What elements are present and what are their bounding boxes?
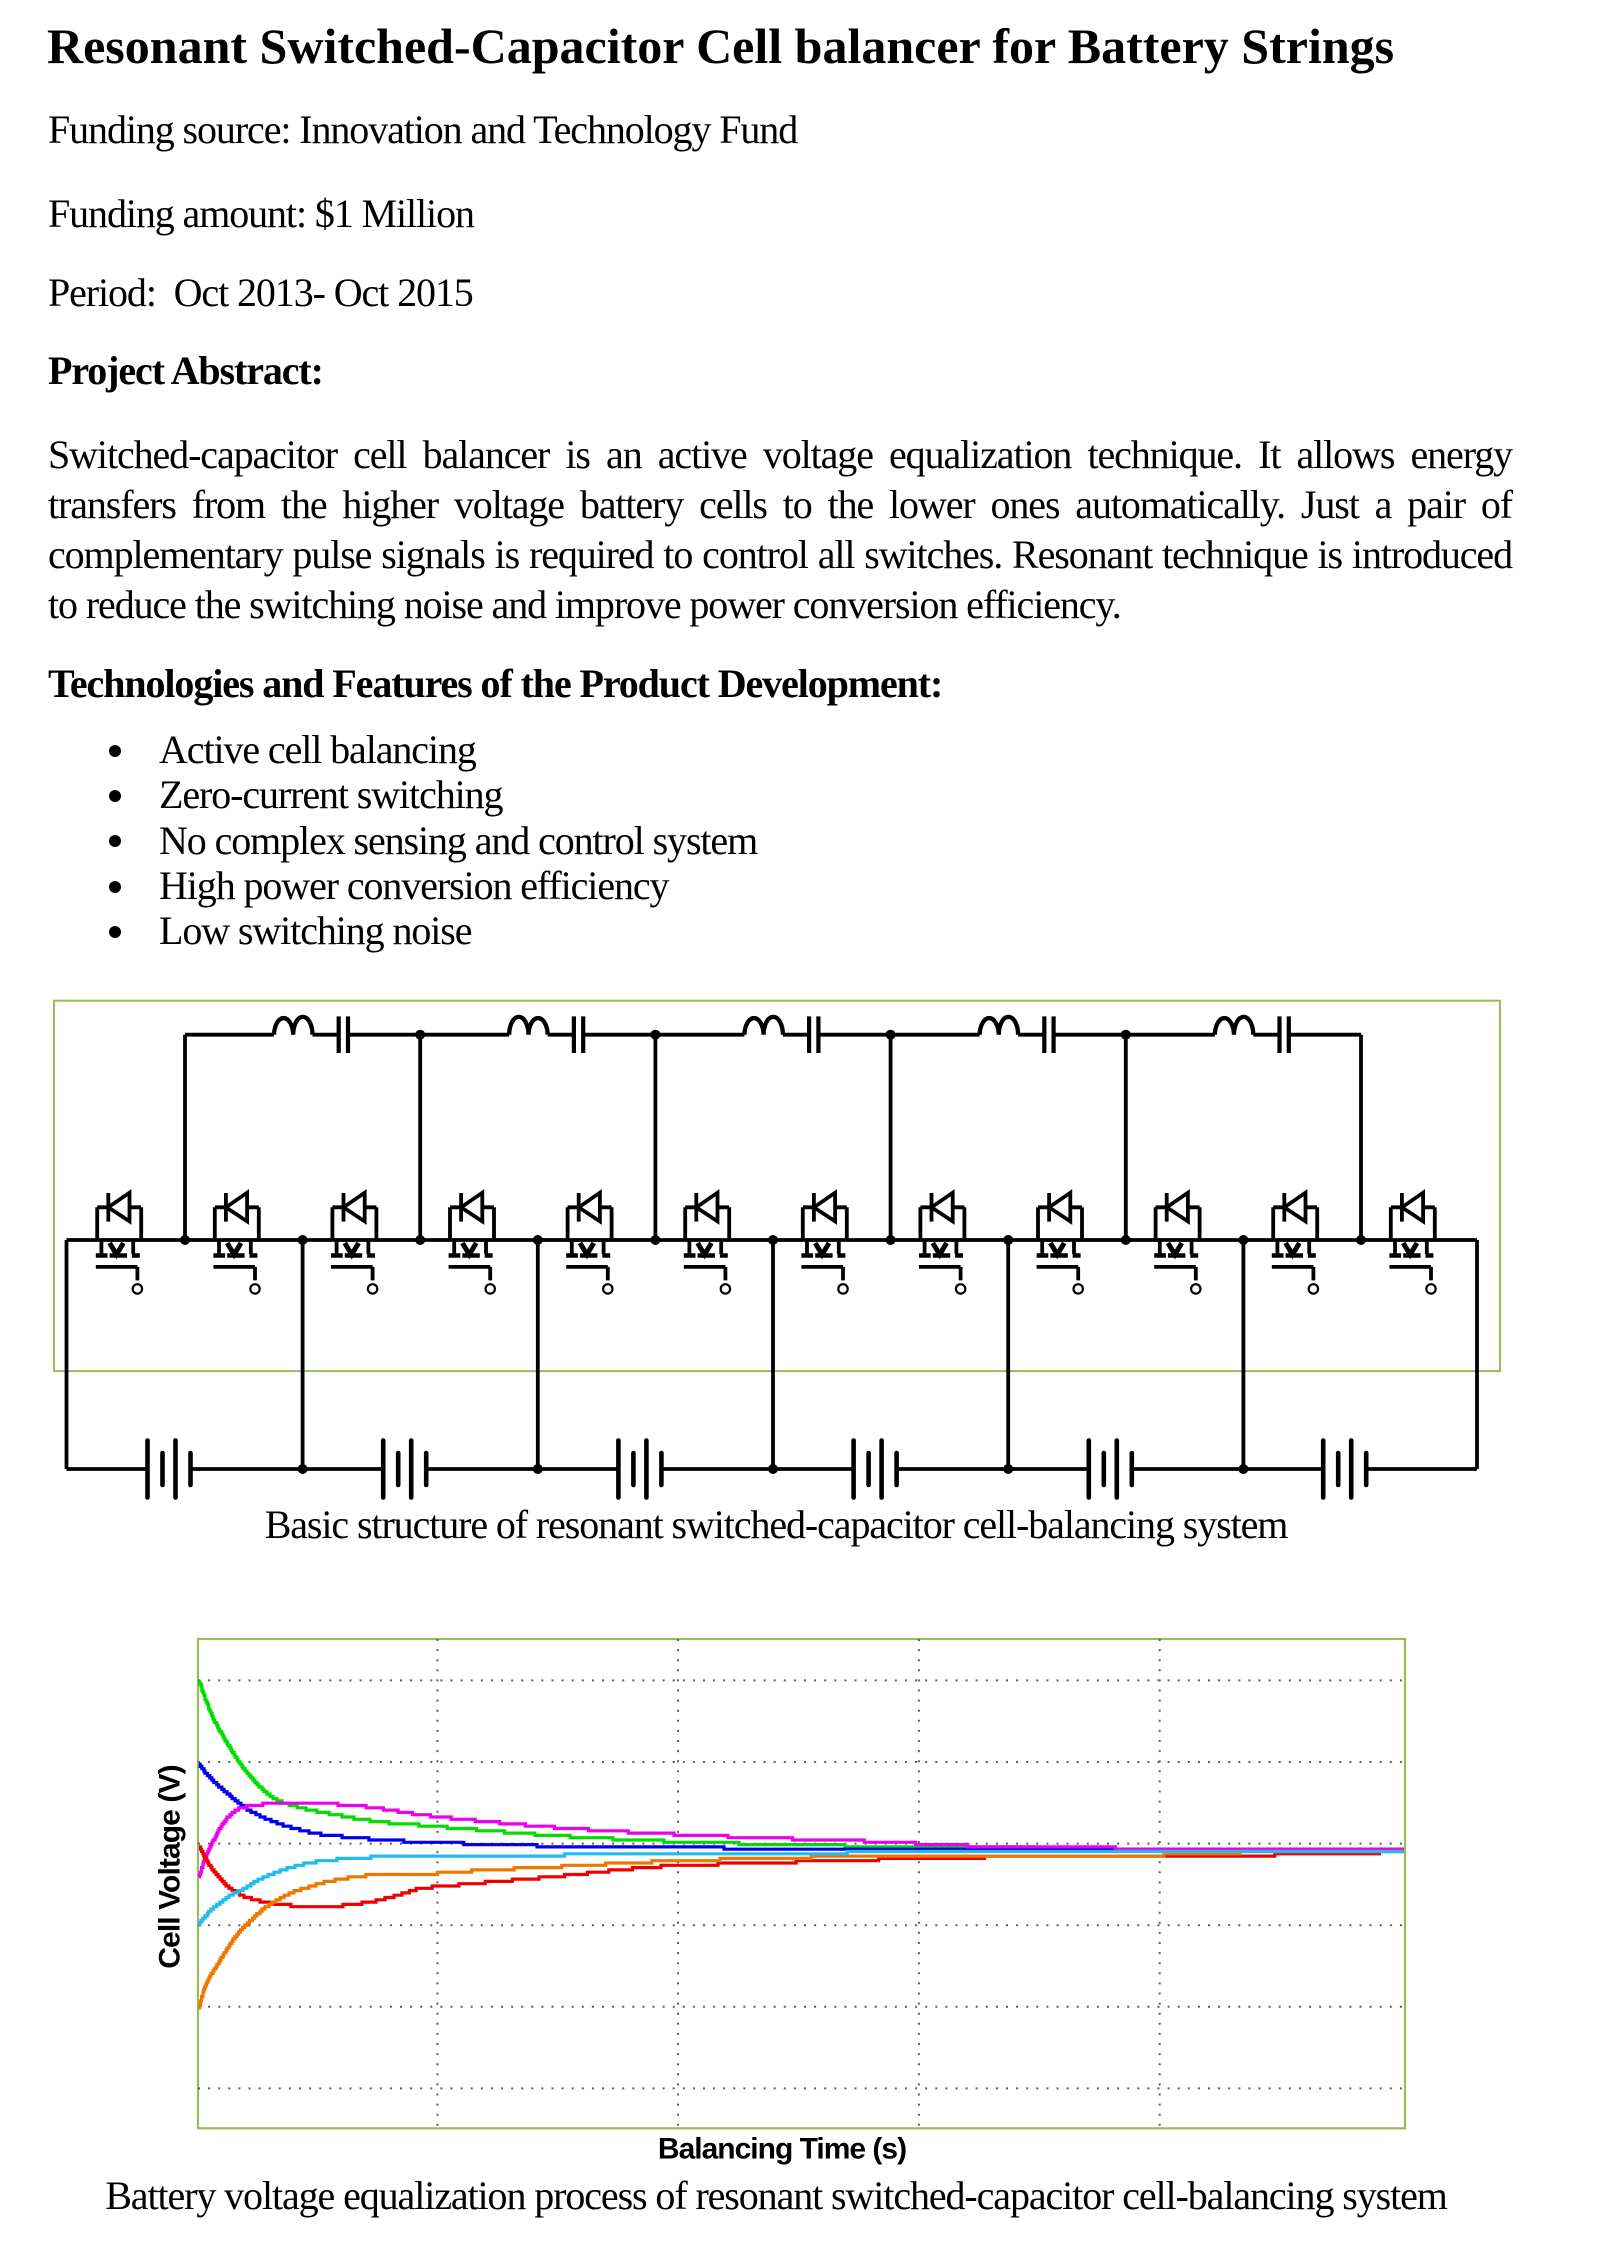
svg-text:Cell Voltage (V): Cell Voltage (V) [154, 1765, 187, 1968]
svg-text:Balancing Time (s): Balancing Time (s) [658, 2133, 906, 2166]
